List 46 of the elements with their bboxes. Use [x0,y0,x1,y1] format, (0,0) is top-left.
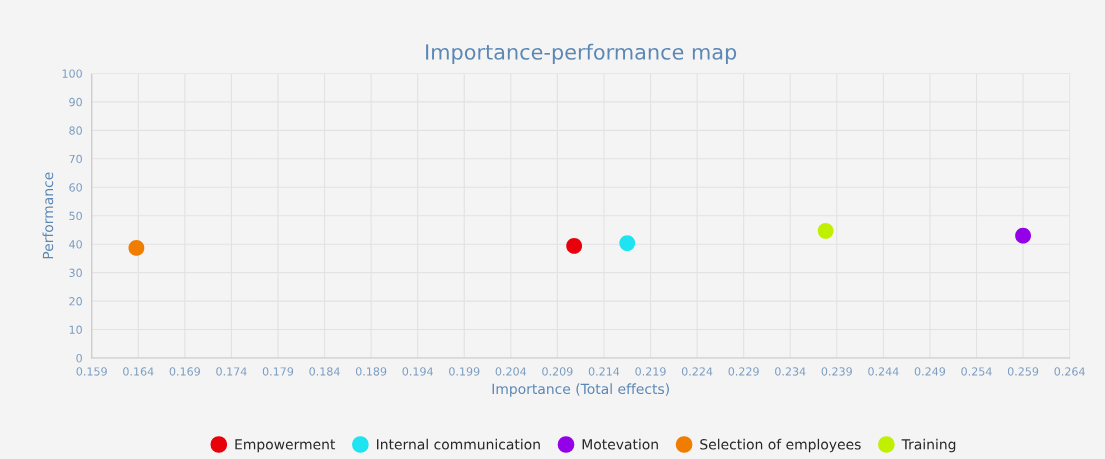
x-tick-label: 0.169 [169,367,200,376]
y-tick-label: 0 [76,353,82,363]
point [566,237,583,254]
y-tick-label: 10 [69,325,82,334]
x-tick-label: 0.244 [868,367,899,376]
point [817,222,834,239]
x-tick-label: 0.254 [961,367,992,376]
y-tick-label: 100 [62,69,82,78]
y-tick-label: 70 [69,154,82,164]
x-tick-label: 0.159 [76,367,107,376]
x-tick-label: 0.189 [355,367,387,376]
x-tick-label: 0.204 [495,367,527,376]
y-tick-label: 30 [69,268,82,278]
x-tick-label: 0.174 [216,367,247,376]
x-tick-label: 0.164 [123,367,154,376]
legend-label: Motevation [582,438,658,450]
y-tick-label: 40 [69,240,82,249]
x-tick-label: 0.209 [542,367,573,376]
y-tick-label: 50 [69,211,82,221]
y-tick-label: 60 [69,183,82,192]
legend-label: Selection of employees [700,438,861,453]
legend-label: Training [901,438,956,453]
legend-label: Empowerment [235,439,336,453]
x-tick-label: 0.249 [914,367,946,376]
point [1015,227,1031,244]
y-tick-label: 80 [69,126,82,135]
chart-title: Importance-performance map [426,43,737,64]
x-tick-label: 0.179 [262,367,294,376]
y-tick-label: 90 [69,97,82,107]
point [619,235,636,251]
x-tick-label: 0.234 [775,367,806,376]
x-tick-label: 0.259 [1007,367,1039,376]
x-tick-label: 0.199 [449,367,480,376]
x-tick-label: 0.184 [309,367,340,376]
x-tick-label: 0.229 [728,367,759,376]
x-tick-label: 0.239 [821,367,852,376]
x-axis-title: Importance (Total effects) [492,383,669,397]
legend-label: Internal communication [377,438,540,450]
x-tick-label: 0.219 [635,367,666,376]
point [128,239,145,256]
x-tick-label: 0.264 [1054,367,1085,376]
y-axis-title: Performance [42,172,54,259]
x-tick-label: 0.224 [681,367,713,376]
y-tick-label: 20 [69,297,82,306]
x-tick-label: 0.214 [588,367,620,376]
x-tick-label: 0.194 [402,367,433,376]
